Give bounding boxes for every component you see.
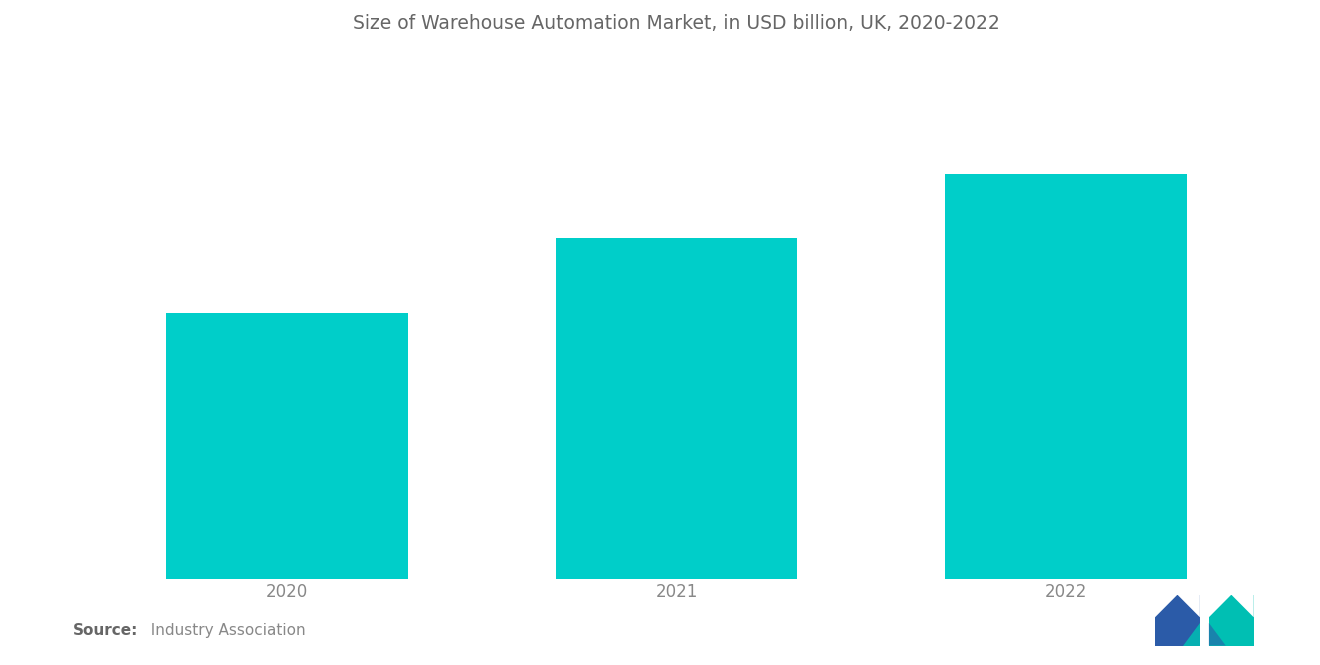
- Bar: [945, 174, 1187, 579]
- Polygon shape: [1155, 595, 1200, 646]
- Bar: [556, 238, 797, 579]
- Text: Industry Association: Industry Association: [141, 623, 306, 638]
- Polygon shape: [1155, 595, 1200, 617]
- Polygon shape: [1209, 623, 1226, 646]
- Polygon shape: [1209, 595, 1254, 617]
- Text: Source:: Source:: [73, 623, 139, 638]
- Polygon shape: [1209, 595, 1254, 646]
- Polygon shape: [1183, 623, 1200, 646]
- Bar: [166, 313, 408, 579]
- Title: Size of Warehouse Automation Market, in USD billion, UK, 2020-2022: Size of Warehouse Automation Market, in …: [354, 14, 999, 33]
